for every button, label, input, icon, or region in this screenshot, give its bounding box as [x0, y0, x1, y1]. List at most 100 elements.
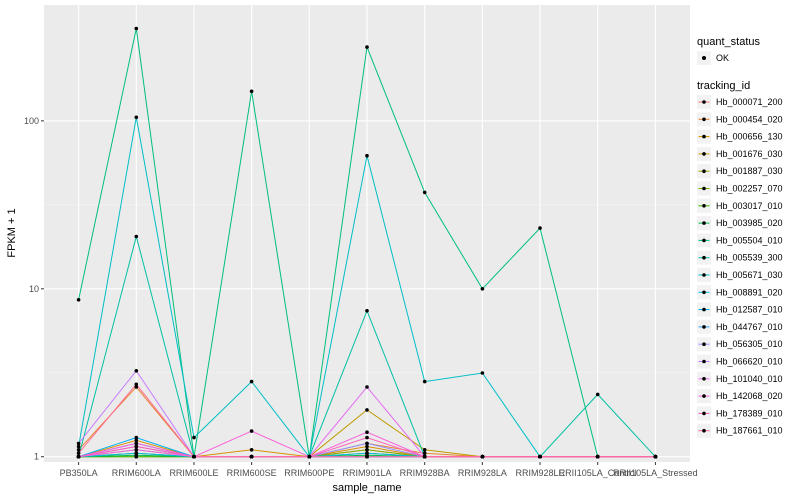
legend-label: Hb_142068_020 [716, 391, 783, 401]
data-point [422, 448, 427, 452]
x-axis-title: sample_name [332, 482, 401, 494]
data-point [134, 369, 139, 373]
data-point [307, 454, 312, 459]
data-point [480, 454, 485, 459]
data-point [365, 45, 369, 49]
data-points [76, 26, 658, 459]
x-axis-tick-label: RRIM600LA [112, 468, 161, 478]
data-point [134, 435, 139, 440]
data-point [365, 385, 369, 389]
data-point [249, 379, 254, 384]
data-point [134, 451, 139, 456]
data-point [365, 441, 369, 446]
legend-key-point [702, 359, 706, 364]
legend-label: Hb_002257_070 [716, 184, 783, 194]
legend-status-title: quant_status [697, 36, 760, 48]
legend-status-label: OK [716, 53, 729, 63]
legend-label: Hb_003017_010 [716, 201, 783, 211]
data-point [365, 454, 369, 459]
x-axis-tick-label: RRII105LA_Stressed [613, 468, 698, 478]
data-point [365, 435, 369, 440]
data-point [365, 309, 369, 313]
data-point [134, 382, 139, 387]
x-axis-tick-label: RRIM928LA [458, 468, 507, 478]
legend-label: Hb_001676_030 [716, 149, 783, 159]
legend-label: Hb_000071_200 [716, 97, 783, 107]
x-axis-tick-label: RRIM928LE [516, 468, 565, 478]
legend-key-point [702, 411, 706, 416]
data-point [538, 226, 542, 230]
legend-label: Hb_008891_020 [716, 287, 783, 297]
data-point [422, 379, 427, 384]
x-axis-tick-label: RRII105LA_Control [559, 468, 637, 478]
data-point [538, 454, 542, 459]
legend-key-point [702, 100, 706, 104]
y-axis-tick-label: 1 [34, 452, 39, 462]
legend-label: Hb_001887_030 [716, 166, 783, 176]
data-point [365, 408, 369, 412]
data-point [134, 234, 139, 239]
legend-label: Hb_056305_010 [716, 339, 783, 349]
legend-label: Hb_000454_020 [716, 114, 783, 124]
legend-tracking-title: tracking_id [697, 80, 750, 92]
legend-key-point [702, 273, 706, 277]
y-axis-tick-label: 10 [29, 284, 39, 294]
legend-key-point [702, 134, 706, 139]
legend-label: Hb_012587_010 [716, 305, 783, 315]
legend-label: Hb_066620_010 [716, 357, 783, 367]
legend-tracking-id: tracking_id Hb_000071_200 Hb_000454_020 Hb… [697, 80, 783, 438]
legend-key-point [702, 342, 706, 347]
legend-key-point [702, 307, 706, 312]
data-point [365, 430, 369, 435]
x-axis-tick-label: RRIM600LE [169, 468, 218, 478]
legend-key-point [702, 204, 706, 208]
data-point [653, 454, 658, 459]
legend-label: Hb_178389_010 [716, 408, 783, 418]
data-point [249, 448, 254, 452]
legend-key-point [702, 290, 706, 295]
data-point [134, 444, 139, 449]
data-point [595, 392, 600, 397]
legend-label: Hb_005504_010 [716, 235, 783, 245]
x-axis-tick-label: RRIM600PE [284, 468, 334, 478]
data-point [422, 190, 427, 195]
data-point [192, 454, 196, 459]
legend-label: Hb_005671_030 [716, 270, 783, 280]
y-axis: 1 10 100 [24, 116, 44, 462]
data-point [595, 454, 600, 459]
legend-key-point [702, 186, 706, 191]
legend-key-point [702, 152, 706, 156]
data-point [76, 454, 81, 459]
data-point [365, 444, 369, 449]
x-axis: PB350LA RRIM600LA RRIM600LE RRIM600SE RRIM60… [60, 462, 698, 478]
data-point [480, 287, 485, 291]
legend-label: Hb_000656_130 [716, 132, 783, 142]
data-point [134, 385, 139, 389]
legend-label: Hb_003985_020 [716, 218, 783, 228]
data-point [422, 451, 427, 456]
y-axis-tick-label: 100 [24, 116, 39, 126]
data-point [365, 451, 369, 456]
data-point [134, 448, 139, 452]
legend-key-point [702, 377, 706, 381]
data-point [134, 441, 139, 446]
x-axis-tick-label: RRIM901LA [342, 468, 391, 478]
data-point [76, 448, 81, 452]
data-point [134, 26, 139, 31]
data-point [249, 454, 254, 459]
legend-label: Hb_101040_010 [716, 374, 783, 384]
data-point [422, 454, 427, 459]
legend-key-point [702, 394, 706, 398]
y-axis-title: FPKM + 1 [6, 208, 18, 257]
legend-key-point [702, 221, 706, 225]
data-point [76, 444, 81, 449]
data-point [249, 89, 254, 94]
data-point [480, 371, 485, 375]
legend-key-point [702, 169, 706, 173]
data-point [365, 448, 369, 452]
data-point [365, 153, 369, 158]
x-axis-tick-label: RRIM600SE [227, 468, 277, 478]
legend-quant-status: quant_status OK [697, 36, 760, 65]
legend-status-point [702, 56, 706, 60]
